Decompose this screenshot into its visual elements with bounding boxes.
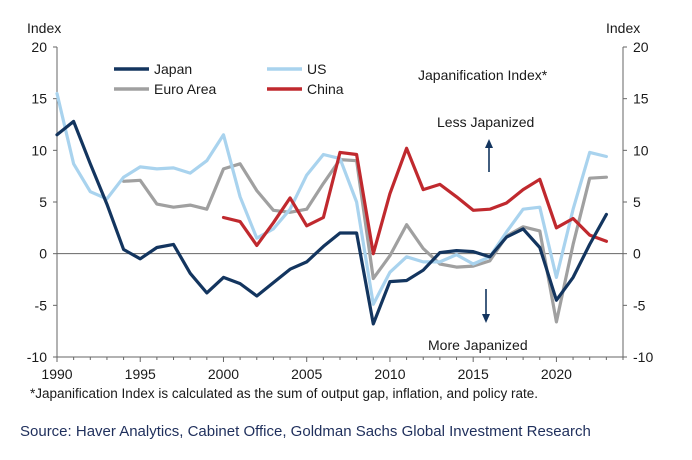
series-line-japan	[55, 119, 609, 326]
x-tick-label: 2010	[374, 366, 405, 382]
series-line-euro-area	[121, 158, 609, 324]
y-tick-label-right: 5	[633, 194, 641, 210]
y-tick-label-right: -10	[633, 349, 653, 365]
annotation-less-japanized: Less Japanized	[437, 114, 534, 130]
y-tick-label-right: 20	[633, 39, 649, 55]
y-tick-label-left: -5	[35, 297, 48, 313]
y-axis-title-left: Index	[27, 20, 61, 36]
footnote: *Japanification Index is calculated as t…	[30, 386, 539, 401]
y-tick-label-left: 15	[31, 91, 47, 107]
legend-label-euro-area: Euro Area	[154, 81, 216, 97]
legend-label-us: US	[307, 61, 326, 77]
annotation-more-japanized: More Japanized	[428, 337, 528, 353]
series-layer	[55, 91, 609, 326]
y-axis-title-right: Index	[606, 20, 640, 36]
y-tick-label-right: 15	[633, 91, 649, 107]
y-tick-label-right: -5	[633, 297, 646, 313]
legend-label-china: China	[307, 81, 344, 97]
x-tick-label: 2000	[208, 366, 239, 382]
annotations: Japanification Index* Less Japanized More …	[418, 67, 548, 353]
arrow-down-head	[482, 314, 490, 323]
series-line-us	[55, 91, 609, 306]
series-line-china	[221, 146, 609, 256]
y-tick-label-left: -10	[27, 349, 47, 365]
x-tick-label: 2015	[458, 366, 489, 382]
y-tick-label-left: 10	[31, 142, 47, 158]
y-tick-label-left: 0	[39, 246, 47, 262]
y-tick-label-right: 10	[633, 142, 649, 158]
chart-title: Japanification Index*	[418, 67, 548, 83]
x-tick-label: 2005	[291, 366, 322, 382]
legend: Japan US Euro Area China	[114, 61, 344, 97]
source-note: Source: Haver Analytics, Cabinet Office,…	[20, 423, 591, 440]
y-tick-label-right: 0	[633, 246, 641, 262]
x-tick-label: 1990	[41, 366, 72, 382]
y-tick-label-left: 20	[31, 39, 47, 55]
arrow-up-head	[485, 139, 493, 148]
x-tick-label: 1995	[125, 366, 156, 382]
y-tick-label-left: 5	[39, 194, 47, 210]
legend-label-japan: Japan	[154, 61, 192, 77]
x-tick-label: 2020	[541, 366, 572, 382]
